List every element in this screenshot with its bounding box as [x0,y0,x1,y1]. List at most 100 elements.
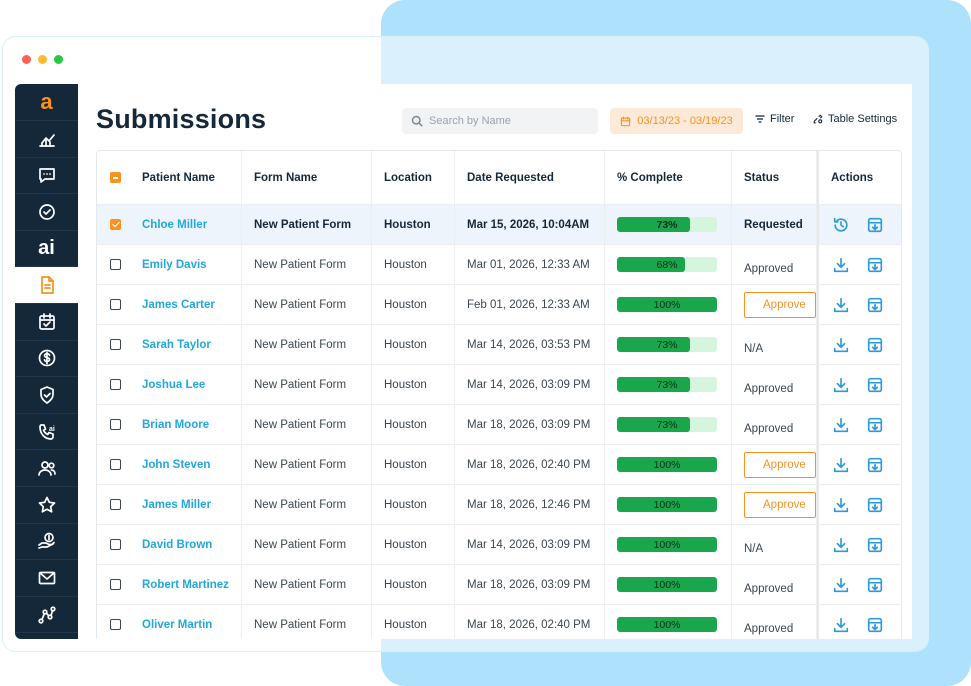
table-row[interactable]: Sarah Taylor New Patient Form Houston Mar 1… [97,325,901,365]
progress-bar: 100% [617,617,717,632]
column-header[interactable]: % Complete [605,151,732,204]
sidebar-item-shield-check[interactable] [15,377,78,414]
table-row[interactable]: Joshua Lee New Patient Form Houston Mar 14,… [97,365,901,405]
table-row[interactable]: Chloe Miller New Patient Form Houston Mar 1… [97,205,901,245]
sidebar-item-calendar-check[interactable] [15,304,78,341]
row-checkbox[interactable] [110,219,121,230]
row-checkbox[interactable] [110,459,121,470]
download-icon[interactable] [831,575,851,595]
download-icon[interactable] [831,455,851,475]
close-dot[interactable] [22,55,31,64]
form-name: New Patient Form [254,218,352,231]
maximize-dot[interactable] [54,55,63,64]
column-header[interactable]: Form Name [242,151,372,204]
table-row[interactable]: John Steven New Patient Form Houston Mar 18… [97,445,901,485]
download-icon[interactable] [831,335,851,355]
download-icon[interactable] [831,295,851,315]
date-range-picker[interactable]: 03/13/23 - 03/19/23 [610,108,743,134]
patient-name-link[interactable]: Joshua Lee [142,378,206,391]
progress-fill [617,577,717,592]
archive-icon[interactable] [865,335,885,355]
table-row[interactable]: David Brown New Patient Form Houston Mar 14… [97,525,901,565]
table-row[interactable]: Brian Moore New Patient Form Houston Mar 18… [97,405,901,445]
progress-fill [617,297,717,312]
archive-icon[interactable] [865,615,885,635]
sidebar-item-document[interactable] [15,267,78,304]
archive-icon[interactable] [865,575,885,595]
history-icon[interactable] [831,215,851,235]
date-requested: Mar 15, 2026, 10:04AM [467,218,590,231]
row-checkbox[interactable] [110,259,121,270]
date-requested: Mar 18, 2026, 02:40 PM [467,458,591,471]
filter-button[interactable]: Filter [754,113,794,125]
minimize-dot[interactable] [38,55,47,64]
column-header[interactable]: Status [732,151,817,204]
row-checkbox[interactable] [110,299,121,310]
patient-name-link[interactable]: Emily Davis [142,258,207,271]
patient-name-link[interactable]: David Brown [142,538,213,551]
download-icon[interactable] [831,615,851,635]
sidebar-item-ai[interactable]: ai [15,231,78,268]
row-checkbox[interactable] [110,619,121,630]
users-icon [37,458,57,478]
patient-name-link[interactable]: Robert Martinez [142,578,229,591]
row-checkbox[interactable] [110,579,121,590]
download-icon[interactable] [831,415,851,435]
approve-button[interactable]: Approve [744,451,816,478]
sidebar-item-mail[interactable] [15,560,78,597]
location: Houston [384,218,431,231]
patient-name-link[interactable]: James Carter [142,298,215,311]
sidebar-item-chart[interactable] [15,121,78,158]
sidebar-item-phone-ai[interactable]: ai [15,414,78,451]
table-row[interactable]: Emily Davis New Patient Form Houston Mar 01… [97,245,901,285]
download-icon[interactable] [831,535,851,555]
column-header[interactable]: Patient Name [130,151,242,204]
sidebar-item-dollar[interactable] [15,341,78,378]
row-checkbox[interactable] [110,539,121,550]
column-header[interactable]: Date Requested [455,151,605,204]
archive-icon[interactable] [865,495,885,515]
archive-icon[interactable] [865,295,885,315]
sidebar-item-chat[interactable] [15,158,78,195]
sidebar-item-star[interactable] [15,487,78,524]
archive-icon[interactable] [865,535,885,555]
patient-name-link[interactable]: Brian Moore [142,418,210,431]
location: Houston [384,418,427,431]
patient-name-link[interactable]: Oliver Martin [142,618,213,631]
search-box[interactable]: Search by Name [402,108,598,134]
archive-icon[interactable] [865,215,885,235]
patient-name-link[interactable]: Sarah Taylor [142,338,211,351]
table-row[interactable]: Oliver Martin New Patient Form Houston Mar … [97,605,901,639]
table-settings-label: Table Settings [828,113,898,125]
location: Houston [384,338,427,351]
archive-icon[interactable] [865,255,885,275]
archive-icon[interactable] [865,415,885,435]
sidebar-item-network[interactable] [15,597,78,634]
patient-name-link[interactable]: John Steven [142,458,211,471]
download-icon[interactable] [831,375,851,395]
table-row[interactable]: James Carter New Patient Form Houston Feb 0… [97,285,901,325]
download-icon[interactable] [831,255,851,275]
select-all-checkbox[interactable] [110,172,121,183]
row-checkbox[interactable] [110,379,121,390]
date-requested: Mar 18, 2026, 02:40 PM [467,618,591,631]
patient-name-link[interactable]: James Miller [142,498,212,511]
approve-button[interactable]: Approve [744,491,816,518]
sidebar-item-check-circle[interactable] [15,194,78,231]
table-row[interactable]: James Miller New Patient Form Houston Mar 1… [97,485,901,525]
sidebar-item-users[interactable] [15,450,78,487]
row-checkbox[interactable] [110,419,121,430]
column-header[interactable]: Location [372,151,455,204]
archive-icon[interactable] [865,455,885,475]
row-checkbox[interactable] [110,499,121,510]
brand-logo[interactable]: a [15,84,78,121]
patient-name-link[interactable]: Chloe Miller [142,218,208,231]
archive-icon[interactable] [865,375,885,395]
row-checkbox[interactable] [110,339,121,350]
download-icon[interactable] [831,495,851,515]
approve-button[interactable]: Approve [744,291,816,318]
search-input[interactable]: Search by Name [429,115,511,127]
table-row[interactable]: Robert Martinez New Patient Form Houston Ma… [97,565,901,605]
table-settings-button[interactable]: Table Settings [812,113,897,125]
sidebar-item-hand-dollar[interactable] [15,524,78,561]
